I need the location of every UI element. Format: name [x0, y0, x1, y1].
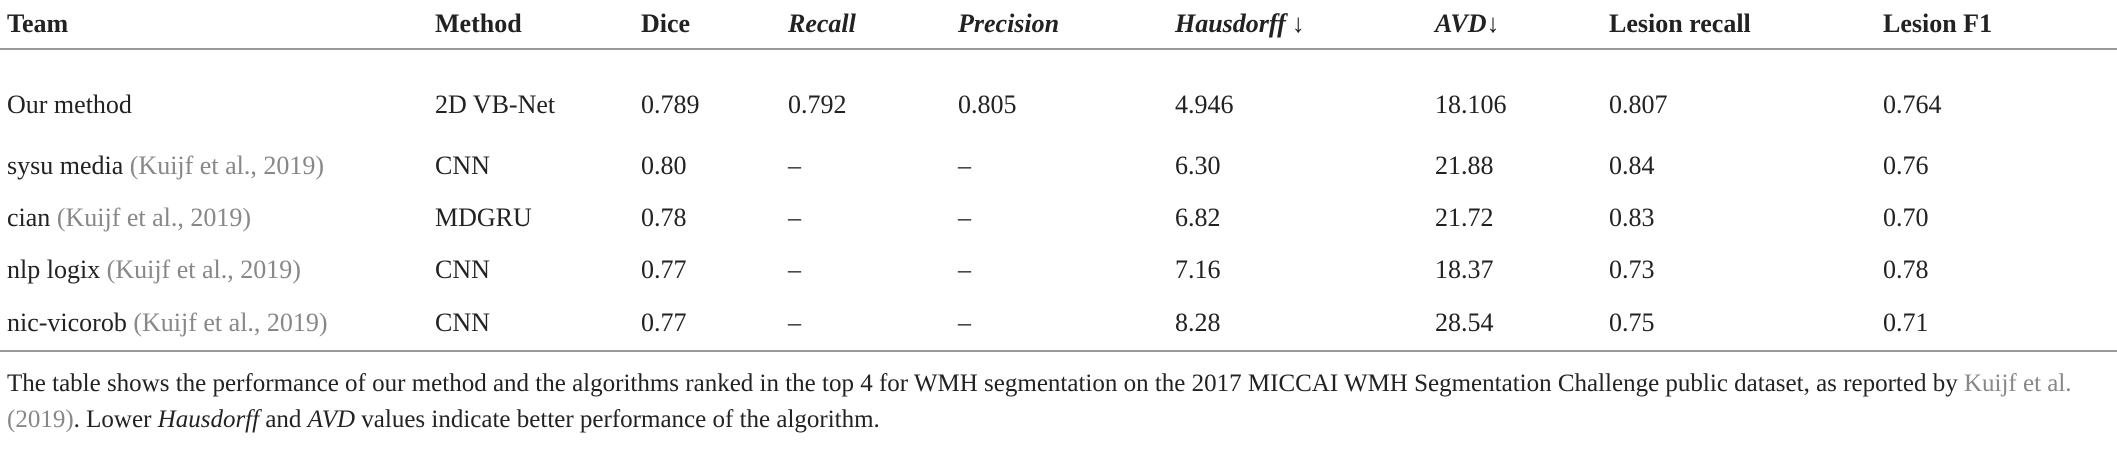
table-cell: 8.28 — [1175, 308, 1221, 337]
table-cell: CNN — [435, 255, 490, 284]
citation: (Kuijf et al., 2019) — [133, 308, 328, 337]
team-cell: Our method — [0, 49, 428, 140]
footnote-text: Hausdorff — [157, 406, 260, 433]
table-cell: 0.76 — [1883, 151, 1929, 180]
header-text: Lesion F1 — [1883, 9, 1993, 38]
table-cell: – — [958, 151, 971, 180]
header-text: Hausdorff — [1175, 9, 1286, 38]
table-body: Our method 2D VB-Net 0.789 0.792 0.805 4.946 1… — [0, 49, 2117, 350]
table-row: nlp logix (Kuijf et al., 2019) CNN 0.77– –7… — [0, 244, 2117, 296]
team-name: cian — [7, 203, 51, 232]
table-cell: 21.88 — [1435, 151, 1494, 180]
table-cell: 0.789 — [641, 90, 700, 119]
footnote-text: AVD — [307, 406, 356, 433]
table-cell: – — [788, 151, 801, 180]
team-cell: cian (Kuijf et al., 2019) — [0, 192, 428, 244]
footnote-text: Kuijf et al. (2019) — [7, 370, 2072, 433]
table-cell: 7.16 — [1175, 255, 1221, 284]
table-cell: CNN — [435, 151, 490, 180]
footnote-text: . Lower — [73, 406, 158, 433]
header-cell: Precision — [951, 0, 1168, 50]
citation: (Kuijf et al., 2019) — [106, 255, 301, 284]
table-cell: – — [958, 203, 971, 232]
table-cell: 0.84 — [1609, 151, 1655, 180]
table-cell: 0.805 — [958, 90, 1017, 119]
header-text: Method — [435, 9, 522, 38]
footnote-text: and — [259, 406, 308, 433]
team-cell: nlp logix (Kuijf et al., 2019) — [0, 244, 428, 296]
table-cell: – — [788, 203, 801, 232]
sort-arrow: ↓ — [1486, 9, 1500, 38]
table-cell: 0.75 — [1609, 308, 1655, 337]
team-name: sysu media — [7, 151, 124, 180]
table-row: nic-vicorob (Kuijf et al., 2019) CNN 0.77–… — [0, 296, 2117, 350]
header-text: Precision — [958, 9, 1060, 38]
table-cell: 6.30 — [1175, 151, 1221, 180]
table-cell: 0.71 — [1883, 308, 1929, 337]
sort-arrow: ↓ — [1291, 9, 1305, 38]
table-cell: 6.82 — [1175, 203, 1221, 232]
table-cell: 0.807 — [1609, 90, 1668, 119]
table-cell: 4.946 — [1175, 90, 1234, 119]
table-cell: MDGRU — [435, 203, 532, 232]
table-cell: – — [958, 255, 971, 284]
footnote: The table shows the performance of our m… — [0, 350, 2117, 438]
table-cell: 0.83 — [1609, 203, 1655, 232]
table-cell: 0.77 — [641, 308, 687, 337]
table-cell: 0.70 — [1883, 203, 1929, 232]
table-cell: 0.73 — [1609, 255, 1655, 284]
table-cell: 0.80 — [641, 151, 687, 180]
header-cell: Recall — [781, 0, 951, 50]
citation: (Kuijf et al., 2019) — [56, 203, 252, 232]
header-cell: Hausdorff ↓ — [1168, 0, 1428, 50]
table-cell: 21.72 — [1435, 203, 1494, 232]
footnote-text: The table shows the performance of our m… — [7, 370, 1964, 397]
header-text: Dice — [641, 9, 691, 38]
table-cell: 28.54 — [1435, 308, 1494, 337]
table-cell: 2D VB-Net — [435, 90, 556, 119]
header-cell: AVD↓ — [1428, 0, 1602, 50]
header-text: Lesion recall — [1609, 9, 1751, 38]
table-cell: – — [788, 255, 801, 284]
header-text: Team — [7, 9, 69, 38]
citation: (Kuijf et al., 2019) — [129, 151, 324, 180]
table-cell: 0.78 — [1883, 255, 1929, 284]
header-row: Team Method Dice Recall Precision Hausdorff ↓ A… — [0, 0, 2117, 50]
header-cell: Team — [0, 0, 428, 50]
table-cell: 18.37 — [1435, 255, 1494, 284]
table-cell: 18.106 — [1435, 90, 1507, 119]
results-table: Team Method Dice Recall Precision Hausdorff ↓ A… — [0, 0, 2117, 350]
footnote-text: values indicate better performance of th… — [355, 406, 880, 433]
table-row: Our method 2D VB-Net 0.789 0.792 0.805 4.946 1… — [0, 49, 2117, 140]
team-name: Our method — [7, 90, 132, 119]
header-cell: Method — [428, 0, 634, 50]
team-cell: sysu media (Kuijf et al., 2019) — [0, 140, 428, 192]
table-cell: 0.77 — [641, 255, 687, 284]
table-cell: CNN — [435, 308, 490, 337]
header-text: Recall — [788, 9, 856, 38]
header-text: AVD — [1435, 9, 1487, 38]
table-cell: – — [958, 308, 971, 337]
table-cell: 0.764 — [1883, 90, 1942, 119]
header-cell: Lesion F1 — [1876, 0, 2117, 50]
team-cell: nic-vicorob (Kuijf et al., 2019) — [0, 296, 428, 350]
table-row: sysu media (Kuijf et al., 2019) CNN 0.80– –… — [0, 140, 2117, 192]
table-cell: 0.792 — [788, 90, 847, 119]
table-row: cian (Kuijf et al., 2019) MDGRU 0.78– –6.82… — [0, 192, 2117, 244]
team-name: nlp logix — [7, 255, 101, 284]
table-cell: – — [788, 308, 801, 337]
team-name: nic-vicorob — [7, 308, 127, 337]
header-cell: Dice — [634, 0, 781, 50]
header-cell: Lesion recall — [1602, 0, 1876, 50]
table-cell: 0.78 — [641, 203, 687, 232]
